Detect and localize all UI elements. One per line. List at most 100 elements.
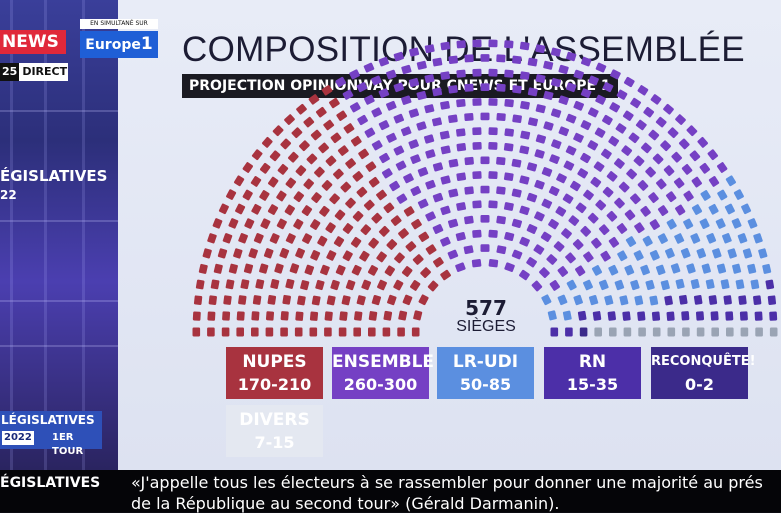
seat-mark [649, 219, 660, 230]
seat-mark [295, 311, 304, 321]
seat-mark [539, 267, 550, 278]
seat-mark [531, 280, 543, 292]
seat-mark [701, 263, 711, 274]
seat-mark [329, 97, 340, 109]
seat-mark [573, 100, 584, 111]
seat-mark [664, 295, 673, 306]
seat-mark [235, 203, 246, 215]
seat-mark [488, 68, 498, 77]
seat-mark [440, 236, 451, 247]
seat-mark [696, 327, 705, 337]
seat-mark [448, 218, 459, 229]
live-badge-number: 25 [0, 63, 20, 81]
seat-mark [657, 233, 668, 244]
seat-mark [568, 215, 580, 226]
seat-mark [623, 76, 635, 88]
seat-mark [198, 263, 208, 274]
seat-mark [741, 203, 752, 215]
seat-mark [595, 62, 607, 73]
seat-mark [294, 327, 303, 337]
ticker-quote-line-1: «J'appelle tous les électeurs à se rasse… [131, 473, 763, 492]
seat-mark [667, 127, 679, 139]
seat-mark [519, 71, 530, 80]
seat-mark [731, 218, 742, 229]
seat-mark [432, 117, 442, 127]
seat-mark [261, 137, 273, 148]
party-name: ENSEMBLE [332, 352, 435, 372]
seat-mark [705, 279, 715, 290]
seat-mark [315, 106, 327, 118]
seat-mark [618, 181, 630, 193]
seat-mark [398, 310, 408, 321]
seat-mark [343, 123, 355, 134]
seat-mark [448, 85, 458, 94]
side-year: 22 [0, 188, 17, 202]
seat-mark [402, 294, 413, 306]
seat-mark [690, 233, 701, 244]
seat-mark [267, 176, 279, 188]
seat-mark [724, 203, 735, 215]
studio-stripe [0, 110, 118, 112]
seat-mark [424, 134, 435, 144]
seat-mark [587, 140, 599, 151]
seat-mark [350, 236, 362, 248]
seat-mark [321, 180, 333, 191]
seat-mark [717, 189, 728, 201]
seat-mark [594, 327, 602, 337]
seat-mark [504, 128, 514, 137]
seat-mark [711, 327, 719, 337]
studio-stripe [0, 300, 118, 302]
seat-mark [386, 132, 397, 143]
seat-mark [456, 98, 466, 108]
seat-mark [319, 205, 330, 217]
seat-mark [674, 233, 685, 244]
seat-mark [652, 327, 661, 337]
seat-mark [591, 237, 602, 249]
seat-mark [637, 180, 649, 191]
seat-mark [695, 311, 705, 321]
seat-mark [651, 311, 661, 321]
seat-mark [680, 247, 691, 259]
seat-mark [417, 198, 429, 209]
seat-mark [693, 295, 703, 305]
seat-mark [496, 54, 506, 63]
seat-mark [364, 127, 376, 138]
seat-mark [336, 110, 348, 121]
seat-mark [565, 145, 577, 156]
seat-mark [496, 83, 506, 92]
seat-mark [577, 168, 589, 179]
seat-mark [233, 175, 245, 187]
seat-mark [345, 197, 356, 209]
seat-mark [683, 218, 694, 230]
seat-mark [673, 177, 685, 189]
seat-mark [565, 252, 576, 264]
seat-mark [310, 219, 321, 230]
seat-mark [233, 248, 243, 259]
seat-mark [595, 199, 607, 211]
seat-mark [642, 235, 653, 247]
seat-mark [357, 114, 368, 126]
seat-mark [425, 211, 436, 222]
seat-mark [228, 263, 238, 274]
seat-mark [432, 162, 444, 172]
seat-mark [208, 295, 217, 305]
seat-mark [408, 139, 419, 149]
seat-mark [519, 236, 530, 247]
seat-mark [411, 218, 422, 230]
studio-stripe [0, 220, 118, 222]
seat-mark [333, 168, 344, 180]
seat-mark [386, 100, 397, 111]
seat-mark [496, 215, 506, 225]
seat-mark [363, 199, 375, 211]
seat-mark [488, 127, 498, 136]
seat-mark [580, 225, 592, 237]
seat-mark [212, 218, 223, 229]
seat-mark [591, 265, 603, 276]
seat-mark [550, 108, 562, 118]
seat-mark [320, 264, 330, 276]
seat-mark [356, 186, 368, 198]
seat-mark [504, 69, 514, 78]
seat-mark [638, 327, 646, 337]
seat-mark [359, 250, 370, 262]
seat-mark [686, 263, 696, 274]
